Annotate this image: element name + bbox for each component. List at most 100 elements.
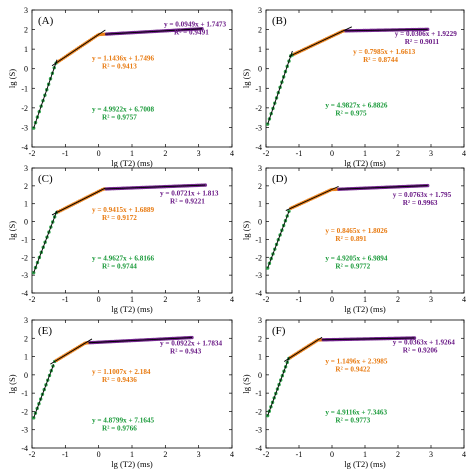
y-tick-label: 0: [258, 371, 262, 380]
x-tick-label: -2: [29, 450, 36, 459]
y-axis-title: lg (S): [7, 69, 17, 88]
panel-label: (E): [38, 325, 52, 337]
y-tick-label: 1: [258, 45, 262, 54]
fit-r-squared: R² = 0.943: [170, 348, 202, 356]
y-tick-label: 2: [24, 334, 28, 343]
x-tick-label: 1: [130, 295, 134, 304]
data-point: [265, 266, 270, 270]
fit-line: [33, 210, 58, 273]
y-tick-label: -3: [255, 271, 262, 280]
y-tick-label: 3: [24, 164, 28, 173]
y-tick-label: -1: [255, 84, 262, 93]
fit-line: [51, 29, 106, 67]
y-tick-label: -3: [21, 123, 28, 132]
panel-label: (D): [272, 173, 288, 185]
fit-line: [283, 336, 323, 362]
fit-r-squared: R² = 0.891: [335, 235, 367, 243]
x-tick-label: -1: [62, 450, 69, 459]
y-tick-label: -2: [21, 407, 28, 416]
x-tick-label: 4: [462, 450, 466, 459]
fit-equation: y = 0.0949x + 1.7473: [164, 20, 227, 28]
fit-r-squared: R² = 0.9221: [170, 198, 205, 206]
y-tick-label: 2: [258, 182, 262, 191]
fit-r-squared: R² = 0.9011: [405, 38, 440, 46]
y-tick-label: 2: [258, 334, 262, 343]
x-tick-label: -2: [263, 450, 270, 459]
y-tick-label: -2: [255, 104, 262, 113]
x-tick-label: 1: [363, 149, 367, 158]
fit-line: [267, 50, 293, 125]
data-point: [31, 126, 36, 130]
x-axis-title: lg (T2) (ms): [111, 304, 153, 314]
fit-equation: y = 1.1436x + 1.7496: [92, 55, 155, 63]
x-tick-label: 4: [230, 149, 234, 158]
panel-label: (A): [38, 15, 54, 27]
x-tick-label: 0: [330, 149, 334, 158]
y-tick-label: 1: [258, 200, 262, 209]
x-tick-label: 2: [163, 295, 167, 304]
panel-label: (C): [38, 173, 53, 185]
x-tick-label: -2: [29, 295, 36, 304]
y-tick-label: 0: [24, 218, 28, 227]
y-axis-title: lg (S): [241, 374, 251, 393]
fit-r-squared: R² = 0.9744: [102, 263, 137, 271]
fit-r-squared: R² = 0.9766: [102, 424, 137, 432]
fit-equation: y = 1.1007x + 2.184: [92, 368, 151, 376]
x-tick-label: 2: [396, 295, 400, 304]
x-tick-label: 3: [429, 149, 433, 158]
y-tick-label: 2: [258, 26, 262, 35]
fit-line: [322, 337, 415, 341]
fit-equation: y = 4.9116x + 7.3463: [325, 409, 387, 417]
x-axis-title: lg (T2) (ms): [344, 304, 386, 314]
y-tick-label: -4: [21, 143, 28, 152]
fit-line: [345, 28, 428, 32]
data-point: [265, 122, 270, 126]
y-axis-title: lg (S): [7, 221, 17, 240]
y-tick-label: 0: [24, 371, 28, 380]
y-tick-label: -1: [21, 235, 28, 244]
fit-r-squared: R² = 0.9757: [102, 113, 137, 121]
panel-d: -2 -1 0 1 2 3 4 -4 -3 -2 -1 0 1 2 3 lg (T2) (ms) lg (S) (…: [241, 164, 466, 314]
x-tick-label: -2: [29, 149, 36, 158]
x-tick-label: 2: [396, 149, 400, 158]
fit-line: [50, 338, 93, 365]
fit-line: [338, 185, 428, 190]
fit-r-squared: R² = 0.9422: [335, 366, 370, 374]
panel-b: -2 -1 0 1 2 3 4 -4 -3 -2 -1 0 1 2 3 lg (T2) (ms) lg (S) (…: [241, 6, 466, 168]
fit-line: [105, 28, 203, 35]
fit-equation: y = 0.0922x + 1.7834: [160, 340, 223, 348]
x-tick-label: 3: [429, 450, 433, 459]
x-tick-label: 1: [363, 295, 367, 304]
fit-equation: y = 0.0306x + 1.9229: [395, 30, 458, 38]
x-tick-label: 2: [163, 149, 167, 158]
x-tick-label: 1: [363, 450, 367, 459]
fit-line: [105, 184, 206, 190]
x-tick-label: -2: [263, 295, 270, 304]
fit-r-squared: R² = 0.9491: [174, 28, 209, 36]
fit-r-squared: R² = 0.9172: [102, 214, 137, 222]
y-tick-label: 3: [258, 316, 262, 325]
fit-equation: y = 4.9827x + 6.8826: [325, 101, 388, 109]
fit-line: [288, 26, 352, 57]
y-tick-label: -2: [255, 253, 262, 262]
panel-e: -2 -1 0 1 2 3 4 -4 -3 -2 -1 0 1 2 3 lg (T2) (ms) lg (S) (…: [7, 316, 234, 469]
fit-r-squared: R² = 0.9772: [335, 263, 370, 271]
x-tick-label: 4: [462, 149, 466, 158]
panel-a: -2 -1 0 1 2 3 4 -4 -3 -2 -1 0 1 2 3 lg (T2) (ms) lg (S) (…: [7, 6, 234, 168]
y-tick-label: -1: [255, 235, 262, 244]
y-tick-label: -3: [255, 426, 262, 435]
fit-equation: y = 0.9415x + 1.6889: [92, 206, 155, 214]
x-tick-label: -1: [296, 450, 303, 459]
fit-equation: y = 4.9205x + 6.9894: [325, 255, 388, 263]
fit-line: [33, 364, 55, 419]
x-tick-label: 0: [97, 450, 101, 459]
y-tick-label: -2: [255, 407, 262, 416]
fit-line: [88, 337, 193, 344]
fit-r-squared: R² = 0.9436: [102, 376, 137, 384]
y-tick-label: 3: [258, 164, 262, 173]
y-tick-label: -4: [21, 444, 28, 453]
fit-equation: y = 0.8465x + 1.8026: [325, 227, 388, 235]
x-tick-label: -1: [62, 295, 69, 304]
fit-r-squared: R² = 0.8744: [363, 56, 398, 64]
